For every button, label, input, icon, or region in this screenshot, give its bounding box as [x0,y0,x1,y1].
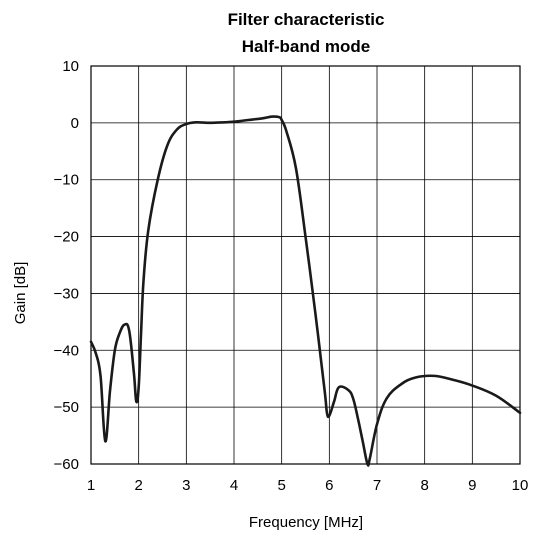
x-tick-label: 6 [325,477,333,494]
x-tick-label: 3 [182,477,190,494]
y-tick-label: −50 [54,399,79,416]
x-axis-label: Frequency [MHz] [249,514,363,531]
x-tick-label: 7 [373,477,381,494]
y-tick-label: −60 [54,456,79,473]
y-tick-label: −30 [54,285,79,302]
x-tick-label: 2 [134,477,142,494]
x-tick-label: 1 [87,477,95,494]
ticks: 1 2 3 4 5 6 7 8 9 10 10 0 −10 −20 −30 −40 −50 −60 [54,58,529,494]
x-tick-label: 4 [230,477,238,494]
plot-frame [90,65,521,465]
chart-subtitle: Half-band mode [242,37,370,56]
x-tick-label: 5 [277,477,285,494]
y-tick-label: −10 [54,172,79,189]
chart-title: Filter characteristic [228,10,385,29]
grid [90,65,521,465]
y-tick-label: 0 [71,115,79,132]
y-tick-label: −40 [54,342,79,359]
gain-curve [89,115,522,467]
x-tick-label: 10 [512,477,529,494]
y-tick-label: 10 [62,58,79,75]
y-axis-label: Gain [dB] [12,262,29,325]
y-tick-label: −20 [54,229,79,246]
x-tick-label: 8 [420,477,428,494]
x-tick-label: 9 [468,477,476,494]
